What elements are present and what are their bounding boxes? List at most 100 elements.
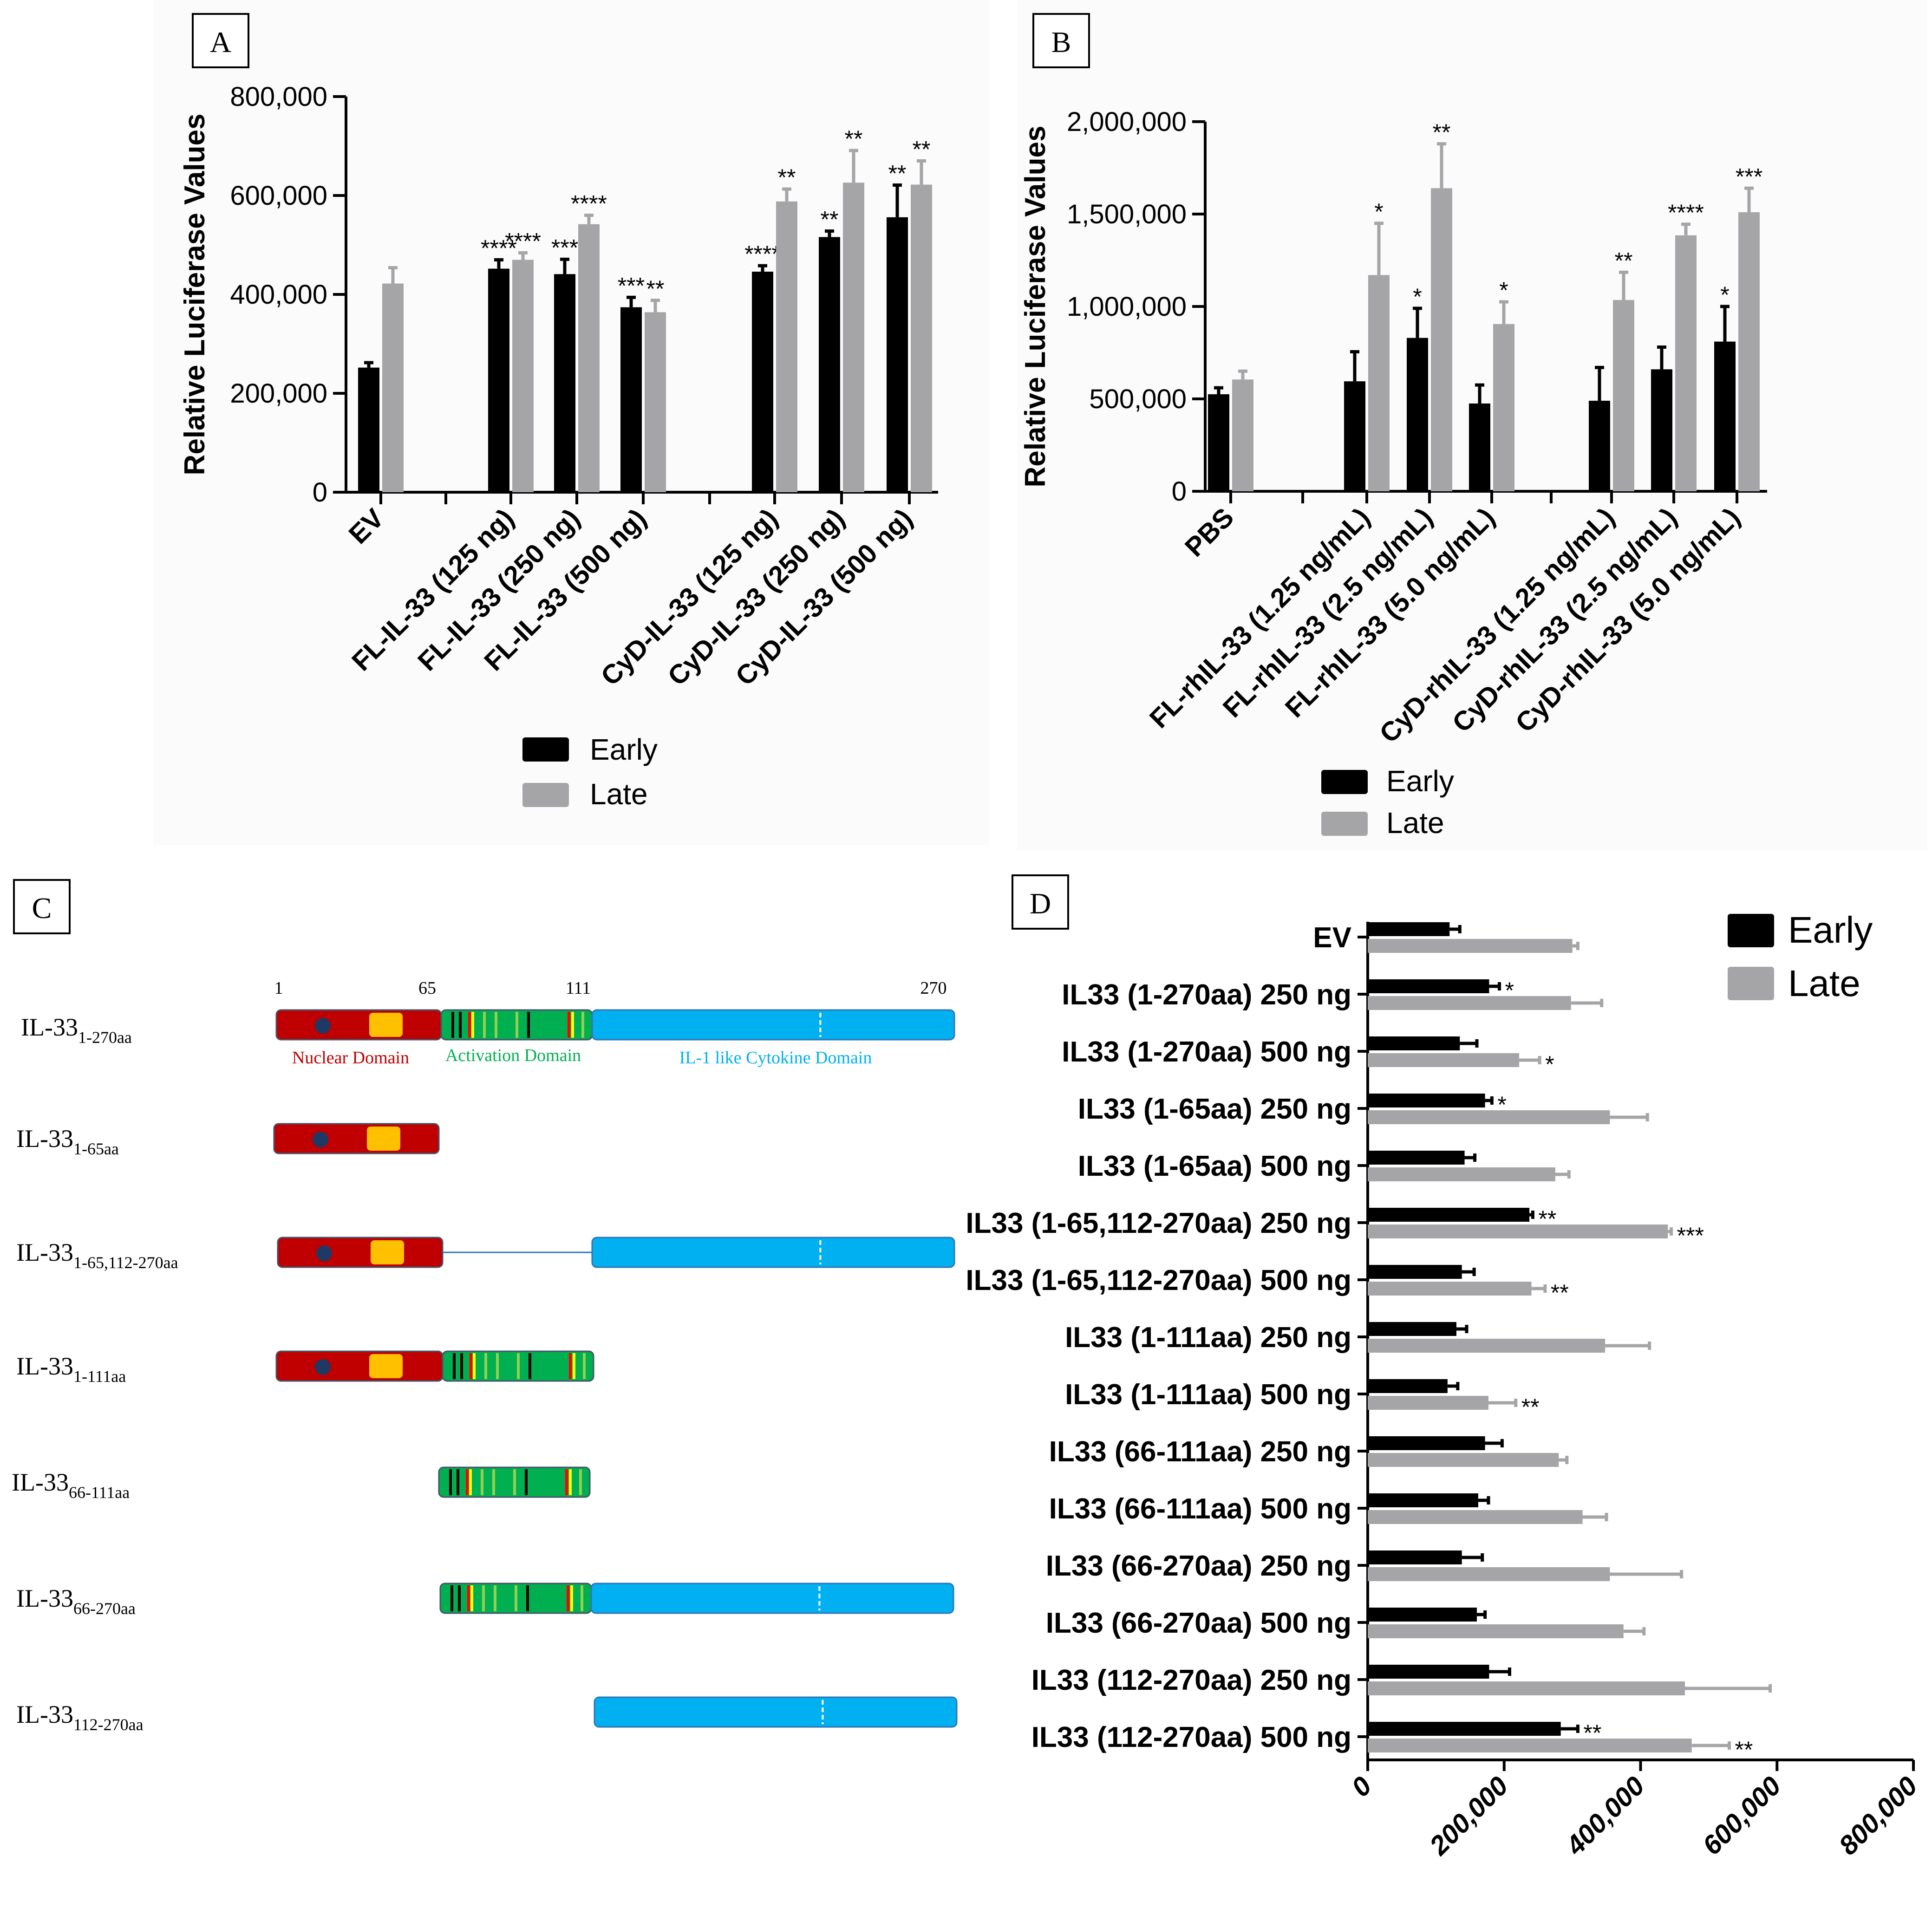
motif-box: [369, 1354, 403, 1378]
x-tick-label: 200,000: [1423, 1771, 1514, 1861]
legend-label-early: Early: [1788, 909, 1873, 951]
y-tick-label: EV: [1313, 922, 1351, 954]
construct-label: IL-331-111aa: [16, 1352, 126, 1386]
bar-early: [1368, 1379, 1448, 1393]
y-tick-label: 200,000: [230, 378, 327, 409]
cytokine-domain: [590, 1583, 954, 1614]
activation-marker: [517, 1353, 520, 1379]
bar-early: [358, 367, 379, 492]
bar-late: [1368, 996, 1571, 1010]
x-tick-label: 800,000: [1833, 1771, 1923, 1861]
activation-marker: [494, 1585, 496, 1611]
activation-marker: [579, 1469, 582, 1495]
nuclear-domain: [275, 1350, 444, 1382]
bar-early: [1651, 369, 1672, 491]
significance-mark: ****: [481, 235, 517, 261]
activation-marker: [526, 1585, 529, 1611]
bar-late: [512, 260, 534, 492]
significance-mark: **: [646, 276, 665, 302]
activation-marker: [567, 1585, 569, 1611]
activation-marker: [516, 1012, 518, 1038]
bar-early: [1589, 400, 1610, 491]
significance-mark: *: [1720, 282, 1729, 308]
activation-marker: [495, 1012, 497, 1038]
bar-late: [911, 184, 932, 492]
legend-swatch-early: [522, 737, 569, 762]
y-tick-label: IL33 (1-65,112-270aa) 500 ng: [966, 1264, 1351, 1296]
activation-marker: [460, 1353, 463, 1379]
significance-mark: *: [1545, 1051, 1554, 1077]
activation-marker: [451, 1012, 454, 1038]
construct-labels: IL-331-270aa IL-331-65aa IL-331-65,112-2…: [12, 1013, 178, 1734]
motif-box: [369, 1013, 403, 1037]
motif-box: [367, 1127, 400, 1151]
nuclear-domain-label: Nuclear Domain: [292, 1048, 409, 1068]
bar-late: [1368, 1282, 1532, 1296]
legend-swatch-late: [522, 783, 569, 807]
bar-early: [1368, 1151, 1465, 1165]
y-tick-label: 600,000: [230, 181, 327, 211]
activation-marker: [568, 1012, 570, 1038]
significance-mark: ****: [1668, 200, 1704, 226]
cytokine-domain: [594, 1696, 958, 1728]
bar-early: [819, 237, 840, 493]
bar-early: [1368, 1550, 1462, 1564]
legend-label-late: Late: [1386, 806, 1444, 840]
activation-marker: [581, 1012, 584, 1038]
nls-dot: [313, 1132, 328, 1147]
nuclear-domain: [277, 1237, 444, 1268]
x-tick-label: 0: [1345, 1771, 1377, 1803]
panel-label-d-text: D: [1030, 887, 1051, 920]
bar-late: [1368, 1739, 1692, 1752]
construct-label: IL-33112-270aa: [16, 1700, 144, 1734]
y-tick-label: 1,000,000: [1067, 292, 1187, 322]
significance-mark: *: [1413, 284, 1422, 310]
legend-a: Early Late: [522, 733, 658, 811]
activation-marker: [484, 1353, 487, 1379]
chart-d: 0 200,000 400,000 600,000 800,000 EV IL33 (1-2…: [966, 922, 1923, 1861]
panel-label-b: B: [1032, 13, 1090, 68]
activation-marker: [483, 1012, 486, 1038]
bar-late: [1368, 1167, 1555, 1181]
y-tick-label: IL33 (66-111aa) 500 ng: [1049, 1493, 1351, 1525]
bar-late: [1368, 1225, 1668, 1238]
y-tick-label: 0: [1172, 476, 1187, 507]
bar-early: [1407, 338, 1428, 491]
panel-label-a: A: [192, 13, 249, 68]
legend-b: Early Late: [1321, 764, 1454, 840]
construct-label: IL-331-65aa: [16, 1125, 119, 1158]
bar-early: [1714, 341, 1736, 491]
activation-marker: [481, 1469, 483, 1495]
bar-late: [1368, 1396, 1488, 1410]
y-tick-label: IL33 (112-270aa) 250 ng: [1031, 1664, 1351, 1696]
bar-late: [1368, 939, 1573, 953]
panel-label-a-text: A: [210, 26, 231, 59]
y-tick-label: 500,000: [1089, 384, 1187, 414]
activation-marker: [573, 1353, 575, 1379]
activation-marker: [473, 1353, 476, 1379]
activation-marker: [527, 1012, 530, 1038]
bar-late: [1368, 1053, 1520, 1067]
y-tick-label: IL33 (1-111aa) 500 ng: [1065, 1379, 1351, 1411]
bar-early: [620, 307, 642, 492]
activation-marker: [496, 1353, 499, 1379]
activation-marker: [450, 1585, 453, 1611]
bar-early: [1368, 1436, 1485, 1450]
activation-marker: [565, 1469, 568, 1495]
bar-late: [1738, 212, 1760, 491]
bar-early: [554, 274, 575, 492]
legend-swatch-late: [1728, 967, 1774, 1000]
significance-mark: **: [1735, 1737, 1753, 1763]
bar-early: [1469, 403, 1490, 491]
activation-marker: [570, 1585, 573, 1611]
domain-diagram: 1 65 111 270 Nuclear Domain Activation D…: [273, 978, 958, 1728]
activation-marker: [492, 1469, 495, 1495]
y-tick-label: 2,000,000: [1067, 107, 1187, 137]
bar-late: [843, 182, 864, 492]
bar-late: [1368, 1624, 1624, 1638]
y-tick-label: IL33 (1-111aa) 250 ng: [1065, 1322, 1351, 1354]
bar-early: [488, 268, 509, 492]
cytokine-domain: [591, 1237, 955, 1268]
activation-marker: [569, 1469, 572, 1495]
significance-mark: **: [1551, 1280, 1569, 1306]
